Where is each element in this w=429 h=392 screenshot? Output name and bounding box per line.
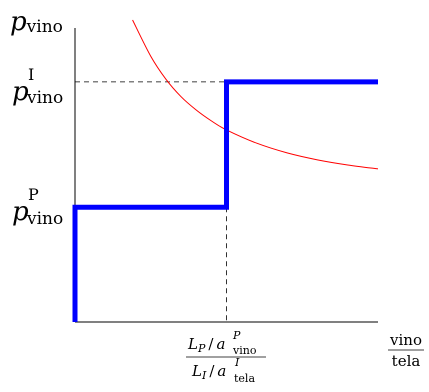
x-axis-label-denominator: tela — [392, 352, 421, 370]
supply-step-line — [72, 79, 378, 322]
x-tick-numerator-sub: vino — [232, 344, 257, 357]
x-axis-label-numerator: vino — [389, 331, 422, 349]
x-tick-denominator-sup: I — [234, 356, 240, 369]
tick-label-upper-price-sub: vino — [26, 88, 63, 108]
x-axis-label: vino tela — [388, 331, 424, 370]
tick-label-upper-price-sup: I — [28, 65, 34, 84]
demand-curve — [132, 19, 379, 170]
tick-label-lower-price-sup: P — [28, 185, 39, 204]
x-tick-label-fraction: LP / a P vino LI / a I tela — [186, 329, 266, 385]
tick-label-upper-price: p — [12, 77, 29, 107]
x-tick-denominator-sub: tela — [234, 372, 255, 385]
x-tick-numerator-sup: P — [232, 329, 241, 342]
tick-label-lower-price: p — [12, 197, 29, 227]
x-tick-denominator: LI / a — [191, 362, 226, 382]
y-axis-label: pvino — [10, 7, 63, 37]
tick-label-lower-price-sub: vino — [26, 209, 63, 229]
x-tick-numerator: LP / a — [187, 335, 225, 355]
